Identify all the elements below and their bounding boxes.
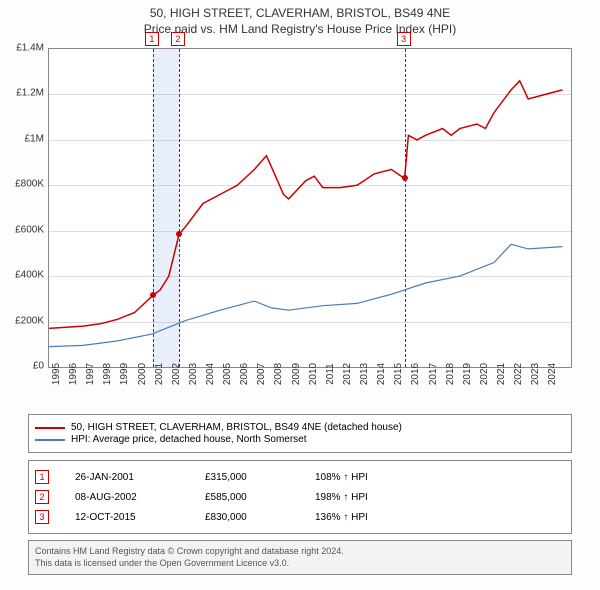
x-axis-labels: 1995199619971998199920002001200220032004…: [48, 370, 570, 410]
footer-box: Contains HM Land Registry data © Crown c…: [28, 540, 572, 575]
y-tick-label: £200K: [15, 315, 44, 326]
series-price_paid: [49, 81, 562, 329]
sale-pct: 198% ↑ HPI: [315, 492, 435, 503]
sale-price: £830,000: [205, 512, 315, 523]
footer-line: Contains HM Land Registry data © Crown c…: [35, 546, 565, 558]
y-tick-label: £0: [33, 361, 44, 372]
legend-swatch: [35, 439, 65, 441]
y-tick-label: £600K: [15, 224, 44, 235]
sale-date: 26-JAN-2001: [75, 472, 205, 483]
legend-label: 50, HIGH STREET, CLAVERHAM, BRISTOL, BS4…: [71, 422, 402, 433]
sale-row: 3 12-OCT-2015£830,000136% ↑ HPI: [35, 507, 565, 527]
legend-item: HPI: Average price, detached house, Nort…: [35, 434, 565, 445]
chart-title: 50, HIGH STREET, CLAVERHAM, BRISTOL, BS4…: [0, 0, 600, 20]
y-tick-label: £400K: [15, 270, 44, 281]
sale-marker: 3: [35, 510, 49, 524]
sales-table: 1 26-JAN-2001£315,000108% ↑ HPI 2 08-AUG-20…: [28, 460, 572, 534]
legend-box: 50, HIGH STREET, CLAVERHAM, BRISTOL, BS4…: [28, 414, 572, 453]
sale-price: £585,000: [205, 492, 315, 503]
chart-container: 50, HIGH STREET, CLAVERHAM, BRISTOL, BS4…: [0, 0, 600, 590]
sale-row: 1 26-JAN-2001£315,000108% ↑ HPI: [35, 467, 565, 487]
y-tick-label: £1.2M: [16, 88, 44, 99]
series-hpi: [49, 244, 562, 346]
sale-dot: [402, 175, 408, 181]
marker-label: 3: [397, 32, 411, 46]
sale-marker: 2: [35, 490, 49, 504]
legend-item: 50, HIGH STREET, CLAVERHAM, BRISTOL, BS4…: [35, 422, 565, 433]
sale-pct: 136% ↑ HPI: [315, 512, 435, 523]
sale-dot: [150, 292, 156, 298]
sale-date: 12-OCT-2015: [75, 512, 205, 523]
marker-label: 1: [145, 32, 159, 46]
sale-dot: [176, 231, 182, 237]
sale-price: £315,000: [205, 472, 315, 483]
sale-date: 08-AUG-2002: [75, 492, 205, 503]
y-tick-label: £1.4M: [16, 43, 44, 54]
marker-label: 2: [171, 32, 185, 46]
y-tick-label: £1M: [25, 133, 44, 144]
legend-swatch: [35, 427, 65, 429]
chart-subtitle: Price paid vs. HM Land Registry's House …: [0, 20, 600, 36]
footer-line: This data is licensed under the Open Gov…: [35, 558, 565, 570]
sale-marker: 1: [35, 470, 49, 484]
legend-label: HPI: Average price, detached house, Nort…: [71, 434, 307, 445]
plot-area: [48, 48, 572, 368]
sale-row: 2 08-AUG-2002£585,000198% ↑ HPI: [35, 487, 565, 507]
plot-svg: [49, 49, 571, 367]
sale-pct: 108% ↑ HPI: [315, 472, 435, 483]
y-tick-label: £800K: [15, 179, 44, 190]
